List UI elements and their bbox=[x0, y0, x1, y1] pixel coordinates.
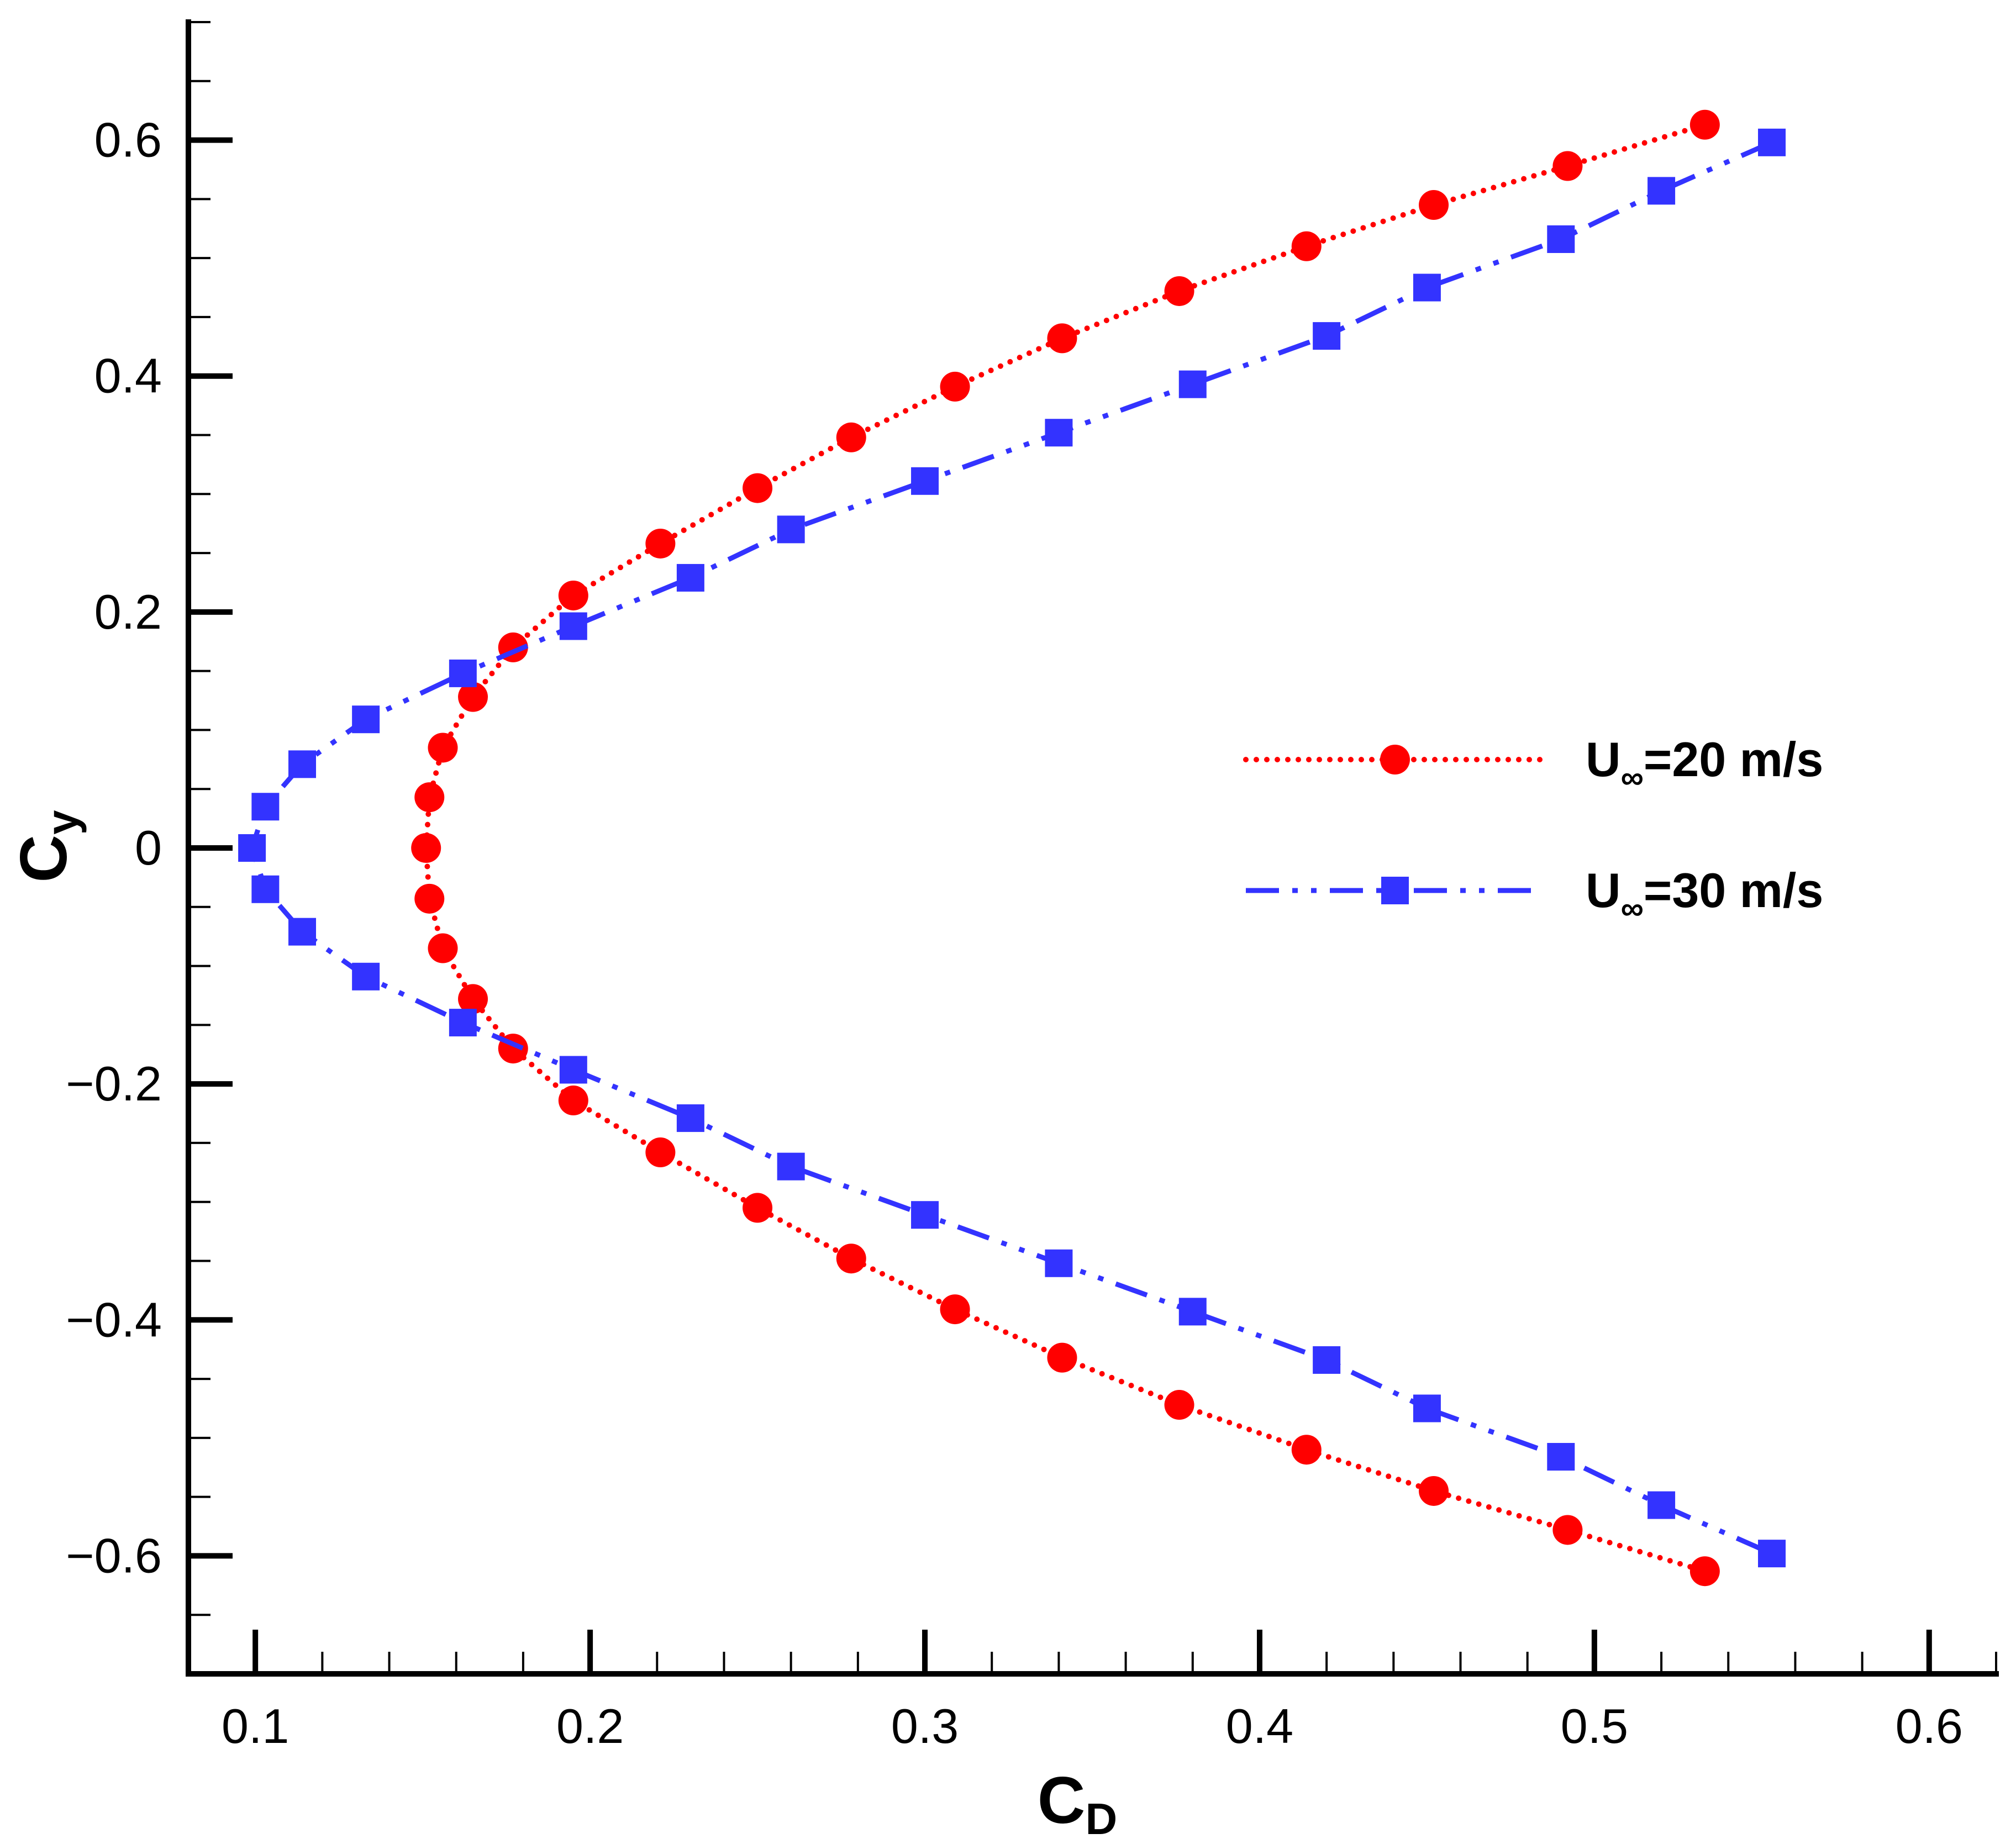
y-axis-title-main: C bbox=[7, 835, 81, 883]
data-point-square bbox=[238, 834, 266, 862]
x-tick-label: 0.3 bbox=[891, 1699, 959, 1753]
data-point-square bbox=[251, 793, 280, 821]
data-point-circle bbox=[743, 473, 773, 503]
data-point-circle bbox=[1689, 1556, 1720, 1587]
data-point-circle bbox=[1689, 109, 1720, 140]
legend-label-subscript: ∞ bbox=[1621, 891, 1644, 926]
data-point-circle bbox=[458, 682, 488, 712]
legend-label-series-2: U∞=30 m/s bbox=[1586, 863, 1823, 926]
data-point-square bbox=[676, 563, 704, 592]
data-point-circle bbox=[458, 984, 488, 1014]
data-point-square bbox=[911, 467, 939, 495]
data-point-square bbox=[1758, 1540, 1786, 1568]
data-point-circle bbox=[940, 1294, 970, 1325]
data-point-square bbox=[1045, 419, 1073, 447]
data-point-circle bbox=[1419, 1476, 1449, 1506]
data-point-circle bbox=[414, 883, 445, 914]
data-point-square bbox=[1413, 273, 1441, 302]
data-point-circle bbox=[940, 371, 970, 402]
data-point-square bbox=[251, 875, 280, 903]
y-tick-label: −0.4 bbox=[66, 1292, 162, 1347]
data-point-square bbox=[1178, 370, 1207, 398]
data-point-square bbox=[676, 1104, 704, 1132]
y-tick-label: −0.2 bbox=[66, 1056, 162, 1111]
data-point-square bbox=[1045, 1249, 1073, 1277]
data-point-circle bbox=[1291, 1435, 1322, 1465]
y-tick-label: 0.6 bbox=[94, 113, 162, 167]
data-point-square bbox=[1413, 1394, 1441, 1422]
data-point-square bbox=[352, 962, 380, 991]
data-point-square bbox=[1647, 1491, 1676, 1519]
data-point-square bbox=[1547, 1443, 1575, 1471]
data-point-circle bbox=[1419, 190, 1449, 220]
legend-label-main: U bbox=[1586, 863, 1621, 918]
data-point-circle bbox=[428, 733, 458, 763]
legend-label-subscript: ∞ bbox=[1621, 760, 1644, 795]
data-point-square bbox=[1758, 128, 1786, 156]
data-point-square bbox=[449, 659, 477, 687]
data-point-square bbox=[911, 1201, 939, 1229]
data-point-circle bbox=[558, 580, 588, 610]
y-tick-label: 0.2 bbox=[94, 584, 162, 639]
x-tick-label: 0.6 bbox=[1896, 1699, 1963, 1753]
data-point-circle bbox=[411, 833, 441, 863]
series-line-2 bbox=[249, 140, 1773, 1556]
data-point-circle bbox=[1047, 1342, 1077, 1373]
legend-marker-square bbox=[1381, 877, 1409, 904]
y-axis-title: Cy bbox=[7, 810, 87, 883]
x-tick-label: 0.2 bbox=[556, 1699, 624, 1753]
x-tick-label: 0.5 bbox=[1561, 1699, 1628, 1753]
data-point-square bbox=[288, 750, 317, 778]
data-point-circle bbox=[1291, 231, 1322, 261]
x-tick-label: 0.4 bbox=[1226, 1699, 1293, 1753]
data-point-circle bbox=[836, 422, 866, 452]
y-tick-label: 0 bbox=[135, 820, 162, 875]
legend-marker-circle bbox=[1380, 745, 1410, 775]
x-axis-title-main: C bbox=[1038, 1763, 1086, 1837]
data-point-circle bbox=[1164, 276, 1194, 306]
plot-area bbox=[238, 109, 1786, 1587]
data-point-circle bbox=[836, 1244, 866, 1274]
data-point-square bbox=[1313, 322, 1341, 350]
x-tick-label: 0.1 bbox=[222, 1699, 289, 1753]
legend: U∞=20 m/s U∞=30 m/s bbox=[1243, 732, 1823, 926]
data-point-circle bbox=[428, 933, 458, 963]
data-point-square bbox=[777, 515, 805, 544]
data-point-circle bbox=[645, 528, 676, 559]
legend-label-rest: =30 m/s bbox=[1644, 863, 1823, 918]
x-axis-title: CD bbox=[1038, 1763, 1117, 1843]
data-point-square bbox=[1178, 1298, 1207, 1326]
y-tick-label: −0.6 bbox=[66, 1528, 162, 1583]
data-point-circle bbox=[558, 1086, 588, 1116]
x-axis-title-subscript: D bbox=[1085, 1794, 1117, 1843]
legend-label-series-1: U∞=20 m/s bbox=[1586, 732, 1823, 795]
data-point-circle bbox=[1552, 1515, 1583, 1545]
data-point-square bbox=[449, 1009, 477, 1037]
data-point-circle bbox=[1164, 1390, 1194, 1420]
data-point-circle bbox=[743, 1193, 773, 1223]
data-point-square bbox=[559, 612, 587, 640]
data-point-square bbox=[777, 1152, 805, 1181]
data-point-circle bbox=[645, 1137, 676, 1168]
data-point-square bbox=[1647, 177, 1676, 205]
data-point-square bbox=[288, 918, 317, 946]
data-point-square bbox=[559, 1056, 587, 1084]
legend-label-rest: =20 m/s bbox=[1644, 732, 1823, 787]
data-point-square bbox=[352, 705, 380, 734]
data-point-circle bbox=[1552, 151, 1583, 181]
y-axis-title-subscript: y bbox=[38, 810, 87, 835]
axes: 0.1 0.2 0.3 0.4 0.5 0.6 −0.6 −0.4 −0.2 0 0.2 0.4 0.6 bbox=[66, 19, 1999, 1753]
data-point-square bbox=[1313, 1346, 1341, 1374]
y-tick-label: 0.4 bbox=[94, 349, 162, 403]
data-point-circle bbox=[414, 782, 445, 813]
data-point-square bbox=[1547, 225, 1575, 253]
data-point-circle bbox=[1047, 323, 1077, 354]
legend-label-main: U bbox=[1586, 732, 1621, 787]
